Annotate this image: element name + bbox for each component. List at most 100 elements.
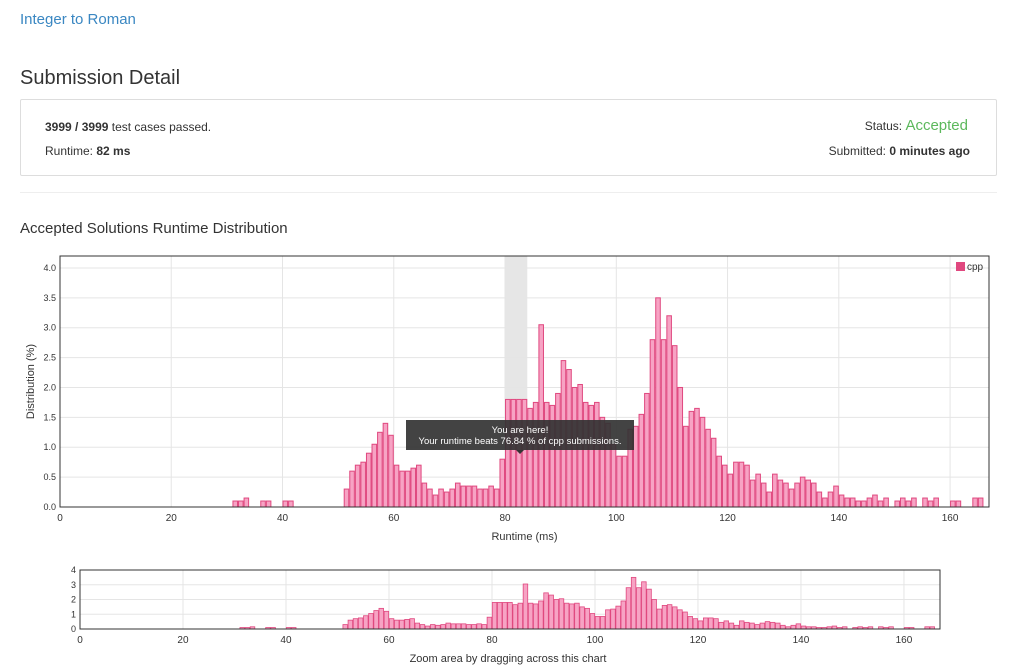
status-value: Accepted [905,117,968,134]
zoom-distribution-bar [430,624,436,630]
zoom-distribution-bar [754,624,760,630]
y-tick-label: 1.5 [43,412,56,422]
passed-suffix: test cases passed. [108,120,212,134]
zoom-distribution-bar [502,602,508,630]
zoom-plot-frame [79,569,941,630]
distribution-bar [460,485,467,508]
zoom-distribution-bar [342,624,348,630]
distribution-bar [538,324,544,508]
count-separator: / [71,120,82,134]
distribution-bar [721,464,728,508]
zoom-distribution-bar [368,613,374,630]
distribution-bar [399,470,405,508]
distribution-bar [265,500,272,508]
distribution-bar [655,297,661,508]
distribution-bar [416,464,422,508]
zoom-distribution-bar [476,623,482,630]
zoom-distribution-bar [692,618,699,630]
zoom-distribution-bar [728,622,735,630]
zoom-distribution-bar [543,592,549,630]
distribution-section-title: Accepted Solutions Runtime Distribution [20,220,288,237]
zoom-distribution-bar [677,609,683,630]
zoom-distribution-bar [646,588,652,630]
distribution-bar [822,497,828,508]
distribution-bar [899,497,906,508]
zoom-y-tick-label: 1 [71,609,76,619]
distribution-bar [582,401,589,508]
distribution-bar [594,401,600,508]
page-title: Submission Detail [20,67,181,89]
status-label: Status: [864,119,906,133]
y-tick-label: 3.5 [43,293,56,303]
tooltip-line2: Your runtime beats 76.84 % of cpp submis… [419,436,622,447]
distribution-bar [972,497,978,508]
distribution-bar [638,413,645,508]
zoom-distribution-bar [625,587,632,630]
distribution-bar [365,452,372,508]
distribution-bar [610,443,617,508]
runtime-value: 82 ms [96,144,131,158]
zoom-x-tick-label: 120 [690,635,707,646]
zoom-distribution-bar [641,581,647,630]
zoom-distribution-bar [563,602,570,630]
distribution-bar [705,428,711,508]
runtime-summary: Runtime: 82 ms [45,144,130,158]
test-cases-summary: 3999 / 3999 test cases passed. [45,120,211,134]
y-tick-label: 2.5 [43,353,56,363]
distribution-bar [777,479,784,508]
zoom-distribution-bar [466,624,472,630]
submitted-label: Submitted: [828,144,890,158]
distribution-bar [866,497,873,508]
problem-title-link[interactable]: Integer to Roman [20,11,136,28]
distribution-bar [616,455,622,508]
tooltip-pointer [516,450,524,454]
distribution-bar [232,500,239,508]
distribution-bar [671,345,678,508]
distribution-bar [805,479,811,508]
y-tick-label: 0.5 [43,472,56,482]
zoom-distribution-bar [497,602,503,630]
zoom-distribution-bar [615,605,621,630]
tooltip-box [406,420,634,450]
zoom-distribution-bar [780,624,786,630]
zoom-distribution-bar [363,615,369,630]
distribution-bar [466,485,472,508]
distribution-bar [377,431,383,508]
distribution-bar [927,500,934,508]
zoom-x-tick-label: 160 [896,635,913,646]
distribution-bar [699,416,706,508]
distribution-bar [883,497,889,508]
zoom-y-tick-label: 3 [71,580,76,590]
distribution-bar [933,497,939,508]
zoom-distribution-bar [744,621,750,630]
distribution-bar [833,485,839,508]
zoom-distribution-bar [682,611,688,630]
distribution-bar [794,482,800,508]
distribution-bar [443,491,450,508]
y-tick-label: 0.0 [43,502,56,512]
zoom-x-tick-label: 20 [177,635,189,646]
zoom-distribution-bar [579,606,585,630]
runtime-distribution-chart[interactable]: 0.0 0.5 1.0 1.5 2.0 2.5 3.0 3.5 4.0 0 20 40 60 80 100 1… [0,248,1024,548]
distribution-bar [432,494,439,508]
zoom-distribution-bar [584,607,590,630]
distribution-bar [861,500,867,508]
zoom-distribution-bar [775,622,781,630]
distribution-bar [849,497,856,508]
distribution-bar [844,497,850,508]
zoom-distribution-bar [373,610,379,630]
distribution-bar [733,461,739,508]
x-tick-label: 160 [942,513,959,524]
distribution-bar [894,500,900,508]
zoom-distribution-bar [661,605,668,630]
distribution-bar [427,488,433,508]
plot-frame [59,255,990,508]
distribution-bar [404,470,411,508]
distribution-bar [660,339,667,508]
x-axis-label: Runtime (ms) [491,531,557,543]
zoom-x-tick-label: 60 [383,635,395,646]
distribution-bar [922,497,928,508]
x-tick-label: 20 [166,513,178,524]
zoom-distribution-bar [713,618,719,630]
